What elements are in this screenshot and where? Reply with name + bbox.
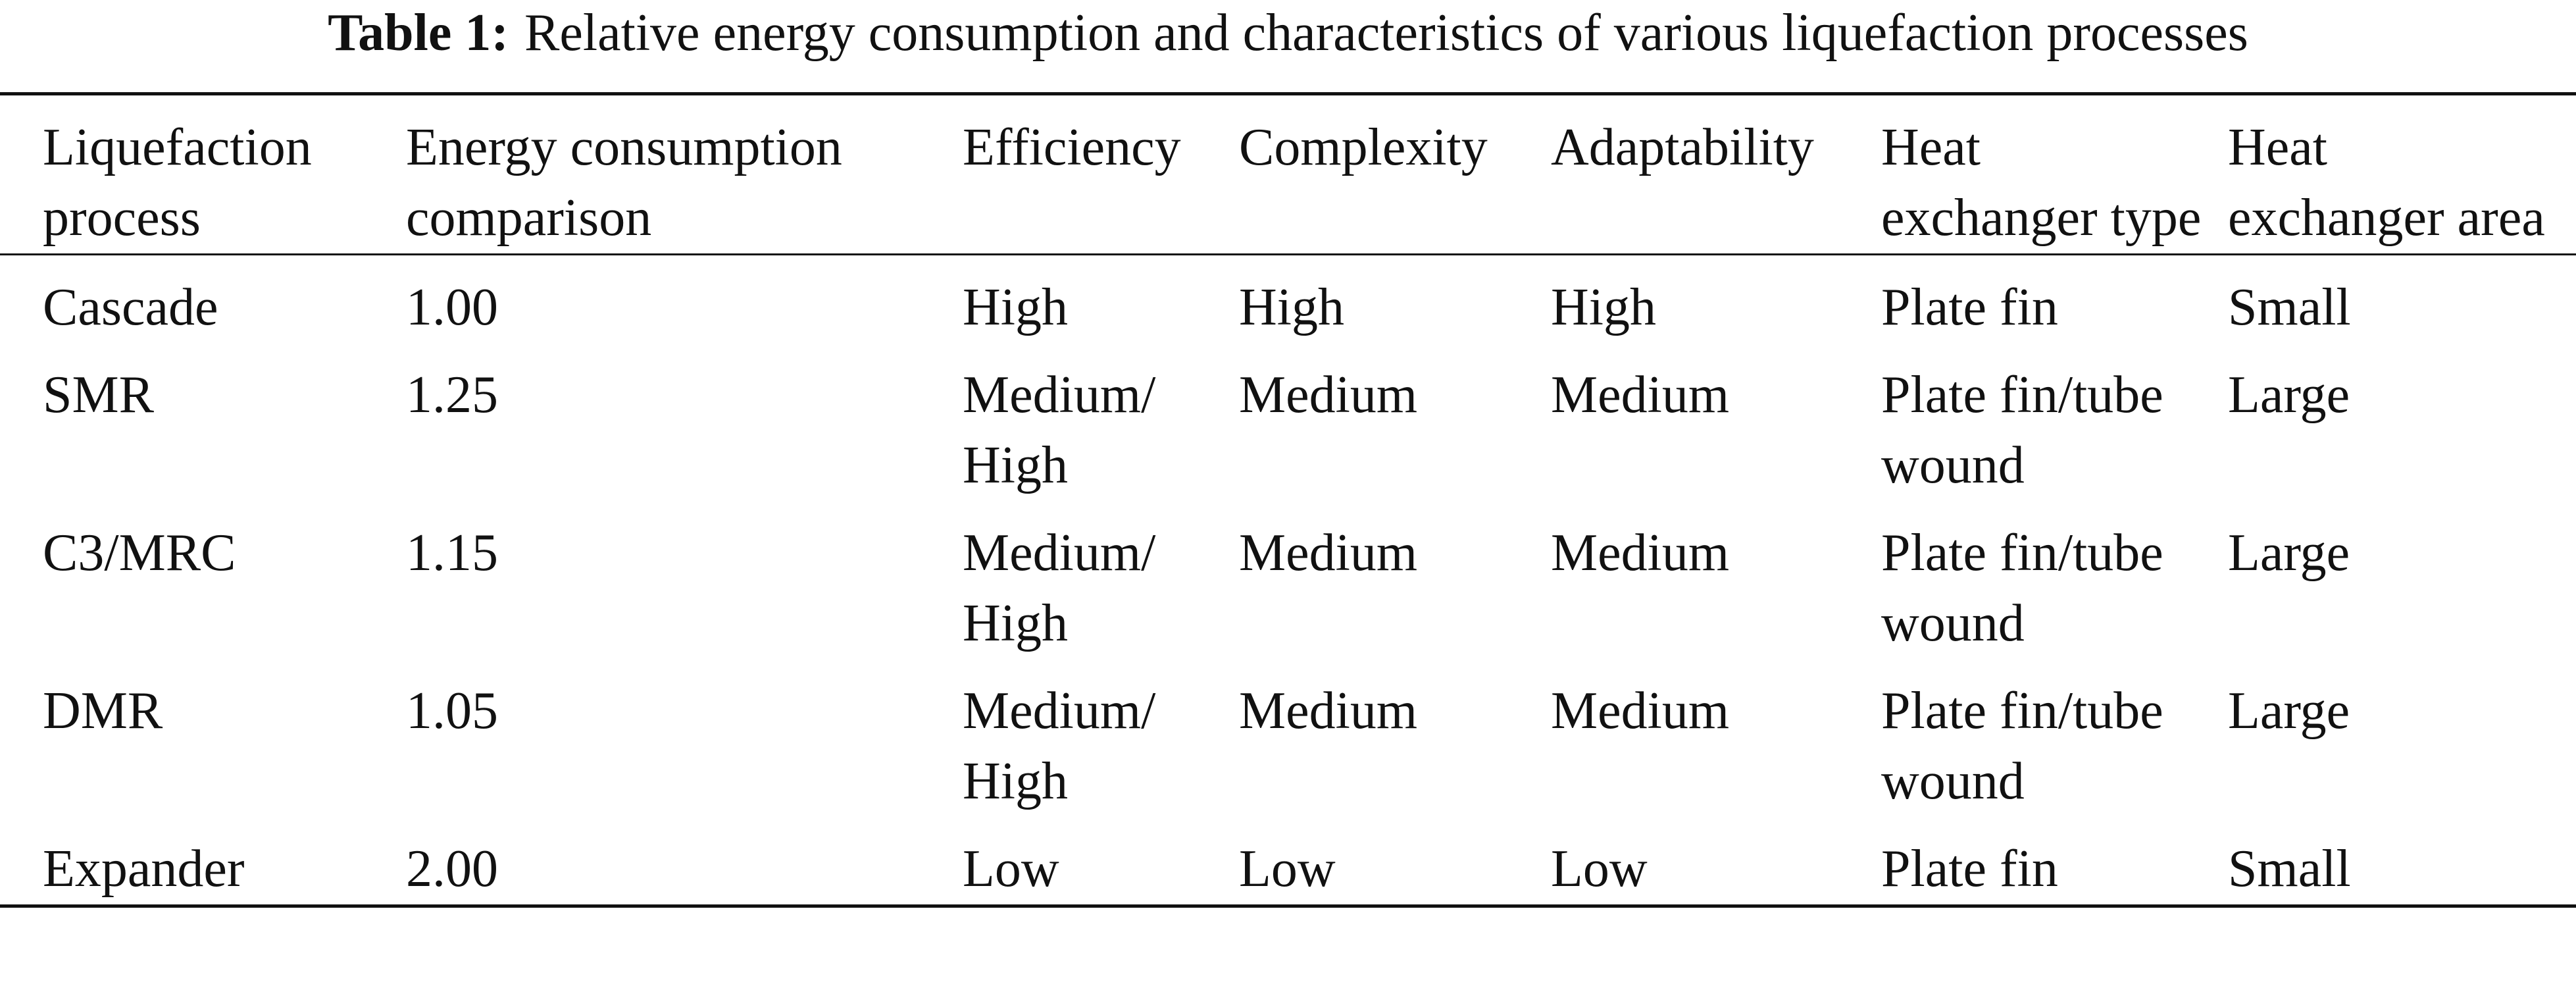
table-cell: Large [2228, 366, 2350, 424]
table-cell: 1.15 [406, 524, 498, 582]
caption-label: Table 1: [328, 4, 509, 62]
table-cell: SMR [43, 366, 154, 424]
table-row: DMR 1.05 Medium/ High Medium Medium Plate fin… [0, 659, 2576, 817]
table-cell: Low [963, 840, 1059, 898]
header-cell: Heat exchanger area [2228, 118, 2545, 247]
caption: Table 1: Relative energy consumption and … [0, 0, 2576, 66]
table-cell: Medium/ High [963, 366, 1156, 494]
table-cell: DMR [43, 682, 163, 740]
table-cell: Medium [1551, 682, 1730, 740]
table-cell: Small [2228, 840, 2351, 898]
table-cell: Small [2228, 278, 2351, 336]
table-header: Liquefaction process Energy consumption c… [0, 93, 2576, 255]
table-cell: High [963, 278, 1068, 336]
table-cell: High [1551, 278, 1656, 336]
table-cell: Plate fin [1881, 840, 2058, 898]
header-cell: Adaptability [1551, 118, 1814, 176]
table: Liquefaction process Energy consumption c… [0, 92, 2576, 908]
table-cell: Low [1239, 840, 1336, 898]
table-body: Cascade 1.00 High High High Plate fin Small SMR… [0, 255, 2576, 906]
table-row: C3/MRC 1.15 Medium/ High Medium Medium Plate … [0, 501, 2576, 659]
table-cell: Medium/ High [963, 524, 1156, 652]
caption-text: Relative energy consumption and characte… [524, 4, 2248, 62]
table-cell: Plate fin/tube wound [1881, 366, 2163, 494]
table-cell: Low [1551, 840, 1648, 898]
table-cell: Medium [1551, 366, 1730, 424]
header-cell: Liquefaction process [43, 118, 312, 247]
table-cell: 1.05 [406, 682, 498, 740]
table-cell: 2.00 [406, 840, 498, 898]
table-row: Expander 2.00 Low Low Low Plate fin Small [0, 817, 2576, 906]
table-cell: Expander [43, 840, 245, 898]
table-cell: 1.25 [406, 366, 498, 424]
table-cell: High [1239, 278, 1344, 336]
table-cell: Cascade [43, 278, 218, 336]
table-cell: Plate fin [1881, 278, 2058, 336]
header-row: Liquefaction process Energy consumption c… [0, 93, 2576, 255]
header-cell: Efficiency [963, 118, 1181, 176]
table-row: Cascade 1.00 High High High Plate fin Small [0, 255, 2576, 344]
header-cell: Heat exchanger type [1881, 118, 2202, 247]
table-cell: 1.00 [406, 278, 498, 336]
header-cell: Energy consumption comparison [406, 118, 842, 247]
table-cell: Medium [1239, 682, 1418, 740]
table-cell: Plate fin/tube wound [1881, 682, 2163, 810]
table-cell: Plate fin/tube wound [1881, 524, 2163, 652]
table-cell: Medium [1551, 524, 1730, 582]
table-cell: C3/MRC [43, 524, 236, 582]
table-cell: Large [2228, 682, 2350, 740]
table-cell: Medium [1239, 524, 1418, 582]
table-cell: Large [2228, 524, 2350, 582]
table-cell: Medium/ High [963, 682, 1156, 810]
table-cell: Medium [1239, 366, 1418, 424]
table-row: SMR 1.25 Medium/ High Medium Medium Plate fin… [0, 343, 2576, 501]
header-cell: Complexity [1239, 118, 1488, 176]
